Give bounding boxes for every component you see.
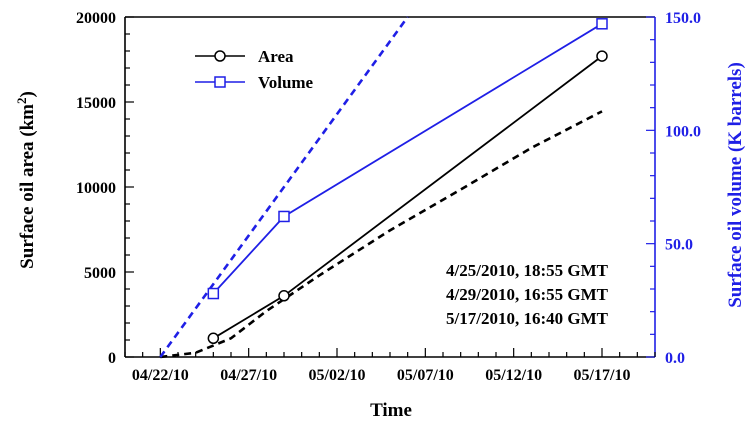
left-tick-label: 5000 <box>84 265 116 282</box>
annotation-3: 5/17/2010, 16:40 GMT <box>446 309 609 328</box>
left-axis-title: Surface oil area (km2) <box>14 91 38 269</box>
legend-volume-marker <box>214 76 226 88</box>
legend-area-label: Area <box>258 47 294 66</box>
right-axis: 0.0 50.0 100.0 150.0 <box>646 10 701 367</box>
left-tick-label: 15000 <box>76 95 116 112</box>
x-tick-label: 04/27/10 <box>220 367 277 384</box>
right-axis-title: Surface oil volume (K barrels) <box>725 62 746 308</box>
legend-area-marker <box>214 50 226 62</box>
data-point-area <box>596 50 608 62</box>
series-group <box>207 18 608 345</box>
left-tick-label: 10000 <box>76 180 116 197</box>
trend-lines <box>159 16 603 359</box>
right-tick-label: 0.0 <box>665 350 685 367</box>
trend-line-area <box>160 110 603 359</box>
annotation-2: 4/29/2010, 16:55 GMT <box>446 285 609 304</box>
x-tick-label: 05/07/10 <box>397 367 454 384</box>
trend-line-volume <box>159 16 409 358</box>
legend: Area Volume <box>195 47 314 92</box>
data-point-volume <box>278 210 290 223</box>
x-tick-label: 05/02/10 <box>309 367 366 384</box>
data-point-area <box>278 290 290 302</box>
x-tick-label: 05/12/10 <box>485 367 542 384</box>
left-tick-label: 0 <box>108 350 116 367</box>
plot-frame <box>124 16 656 358</box>
annotation-1: 4/25/2010, 18:55 GMT <box>446 261 609 280</box>
data-point-volume <box>207 287 220 300</box>
data-point-volume <box>596 18 608 30</box>
legend-volume-label: Volume <box>258 73 314 92</box>
x-tick-label: 05/17/10 <box>574 367 631 384</box>
x-axis-title: Time <box>370 400 412 421</box>
right-tick-label: 100.0 <box>665 123 701 140</box>
data-point-area <box>207 332 220 345</box>
right-tick-label: 150.0 <box>665 10 701 27</box>
x-axis: 04/22/10 04/27/10 05/02/10 05/07/10 05/12/10… <box>124 348 656 384</box>
left-axis: 0 5000 10000 15000 20000 <box>76 10 134 367</box>
x-tick-label: 04/22/10 <box>132 367 189 384</box>
right-tick-label: 50.0 <box>665 237 693 254</box>
annotations: 4/25/2010, 18:55 GMT 4/29/2010, 16:55 GM… <box>446 261 609 328</box>
left-tick-label: 20000 <box>76 10 116 27</box>
